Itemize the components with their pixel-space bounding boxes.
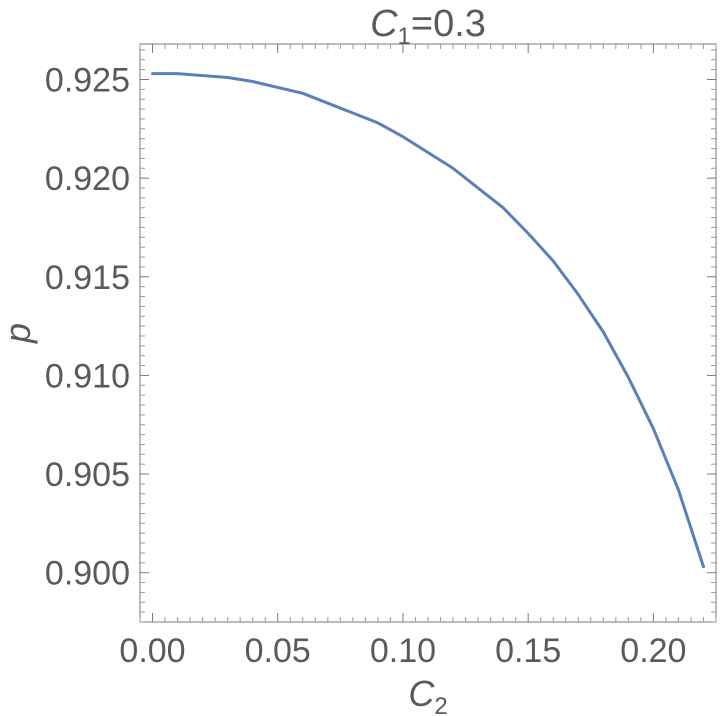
series-layer <box>151 72 705 569</box>
series-line-0 <box>151 72 705 569</box>
y-tick-label: 0.910 <box>45 357 130 395</box>
x-tick-label: 0.05 <box>245 632 311 670</box>
chart-title: C1=0.3 <box>370 3 486 50</box>
x-tick-label: 0.00 <box>119 632 185 670</box>
y-tick-label: 0.925 <box>45 62 130 100</box>
x-tick-label: 0.15 <box>495 632 561 670</box>
x-tick-label: 0.20 <box>620 632 686 670</box>
y-tick-label: 0.905 <box>45 456 130 494</box>
x-axis-title: C2 <box>408 673 447 716</box>
y-tick-label: 0.915 <box>45 259 130 297</box>
y-tick-label: 0.900 <box>45 555 130 593</box>
x-tick-label: 0.10 <box>370 632 436 670</box>
tick-labels: 0.00 0.05 0.10 0.15 0.20 0.900 0.905 0.910 0.915… <box>45 62 687 670</box>
plot-frame <box>139 43 717 623</box>
y-tick-label: 0.920 <box>45 160 130 198</box>
tick-marks <box>139 44 717 623</box>
y-axis-title: p <box>0 323 38 344</box>
